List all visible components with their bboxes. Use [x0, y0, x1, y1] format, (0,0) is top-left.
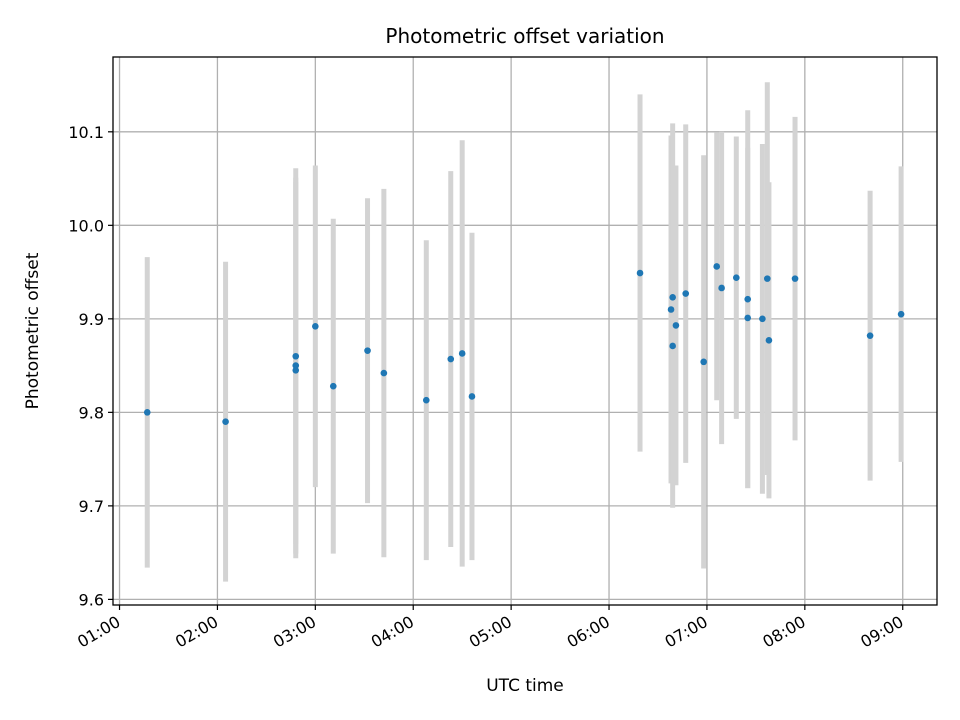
chart-title: Photometric offset variation	[385, 24, 664, 48]
data-points	[143, 263, 905, 426]
y-tick-label: 9.7	[79, 497, 104, 516]
data-point	[636, 269, 644, 277]
data-point	[143, 409, 151, 416]
data-point	[897, 310, 905, 318]
data-point	[312, 323, 319, 330]
x-axis-label: UTC time	[486, 676, 564, 696]
data-point	[447, 355, 455, 363]
y-tick-label: 10.0	[68, 216, 104, 235]
data-point	[733, 274, 740, 281]
grid	[113, 57, 937, 605]
data-point	[718, 284, 725, 292]
data-point	[700, 358, 707, 366]
data-point	[744, 295, 752, 303]
data-point	[667, 306, 675, 313]
data-point	[759, 315, 766, 323]
data-point	[292, 366, 300, 374]
data-point	[468, 393, 476, 400]
plot-frame	[112, 56, 938, 606]
data-point	[292, 352, 300, 360]
y-tick-label: 10.1	[68, 123, 104, 142]
data-point	[713, 263, 721, 270]
data-point	[222, 418, 229, 426]
y-tick-label: 9.9	[79, 310, 104, 329]
data-point	[682, 290, 690, 297]
data-point	[364, 347, 371, 354]
data-point	[329, 382, 337, 390]
y-tick-label: 9.8	[79, 403, 104, 422]
data-point	[764, 275, 771, 282]
data-point	[458, 350, 466, 357]
y-tick-label: 9.6	[79, 590, 104, 609]
data-point	[765, 337, 773, 344]
data-point	[791, 275, 799, 282]
data-point	[669, 342, 676, 350]
data-point	[380, 369, 388, 377]
data-point	[422, 396, 430, 404]
data-point	[866, 332, 874, 339]
y-axis-ticks: 9.6 9.7 9.8 9.9 10.0 10.1	[68, 123, 113, 609]
data-point	[669, 294, 676, 301]
y-axis-label: Photometric offset	[23, 252, 43, 409]
data-point	[292, 362, 300, 369]
data-point	[744, 314, 752, 322]
data-point	[672, 322, 680, 329]
